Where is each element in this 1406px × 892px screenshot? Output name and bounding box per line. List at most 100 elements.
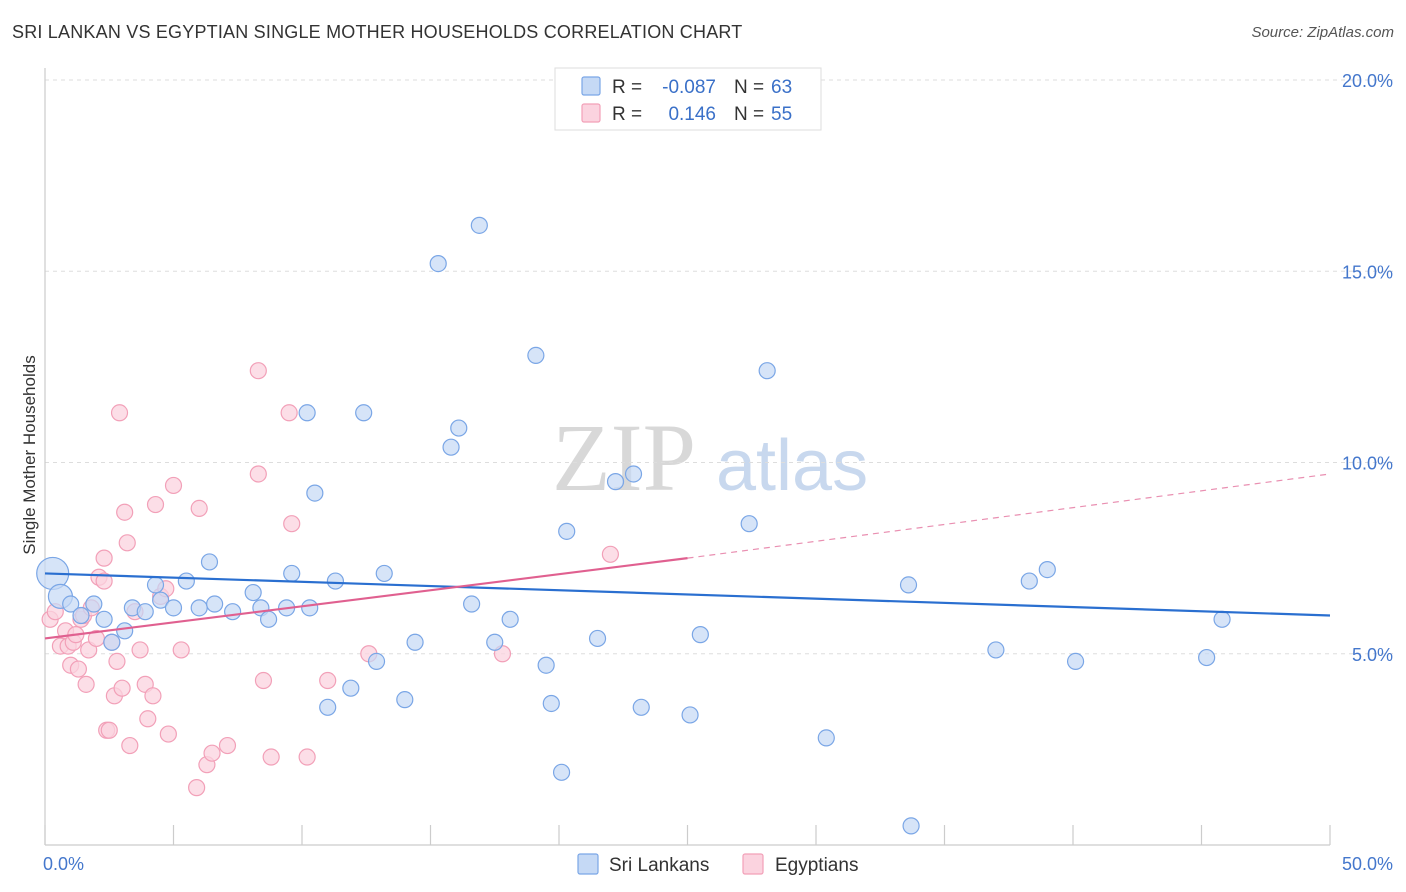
watermark-zip: ZIP [552, 404, 696, 511]
egyptians-point [249, 362, 267, 380]
sri-lankans-point [301, 599, 319, 617]
egyptians-point [283, 515, 301, 533]
egyptians-point [319, 671, 337, 690]
legend-top-r-label-1: R = [612, 77, 642, 98]
sri-lankans-point [406, 633, 424, 651]
sri-lankans-point [206, 595, 224, 613]
legend-top-n-label-1: N = [734, 77, 764, 98]
sri-lankans-point [442, 438, 460, 456]
sri-lankans-point [85, 595, 103, 613]
egyptians-point [218, 736, 237, 755]
sri-lankans-point [190, 599, 208, 617]
egyptians-point [188, 779, 206, 797]
sri-lankans-point [62, 595, 80, 613]
sri-lankans-point [501, 610, 519, 628]
sri-lankans-point [1213, 610, 1231, 628]
sri-lankans-point [342, 679, 360, 697]
egyptians-point [110, 404, 129, 422]
egyptians-point [159, 725, 177, 743]
sri-lankans-point [624, 465, 643, 483]
x-tick-labels: 0.0% 50.0% [43, 854, 1393, 874]
sri-lankans-point [552, 763, 571, 781]
sri-lankans-point [558, 522, 576, 540]
egyptians-point [190, 499, 208, 517]
y-tick-label: 5.0% [1352, 645, 1393, 665]
sri-lankans-point [306, 484, 324, 502]
egyptians-trend-extension [687, 473, 1331, 559]
egyptians-point [113, 679, 131, 697]
sri-lankans-point [486, 633, 504, 651]
egyptians-point [121, 736, 139, 755]
legend-top-swatch-sri-lankans [581, 76, 601, 96]
egyptians-point [262, 748, 280, 766]
egyptians-point [249, 465, 267, 483]
sri-lankans-point [470, 216, 488, 234]
egyptians-point [77, 675, 95, 693]
sri-lankans-point [283, 564, 301, 583]
sri-lankans-point [152, 591, 170, 609]
sri-lankans-point [367, 652, 386, 671]
sri-lankans-point [396, 691, 414, 709]
sri-lankans-point [691, 626, 709, 644]
sri-lankans-point [1198, 648, 1216, 667]
x-tick-label-min: 0.0% [43, 854, 84, 874]
egyptians-point [280, 404, 298, 422]
legend-top-n-label-2: N = [734, 104, 764, 125]
egyptians-point [144, 687, 162, 705]
source-credit: Source: ZipAtlas.com [1251, 24, 1394, 41]
sri-lankans-point [740, 515, 758, 533]
sri-lankans-point [224, 603, 242, 621]
egyptians-point [164, 476, 183, 495]
sri-lankans-point [899, 576, 918, 594]
grid-lines [45, 79, 1395, 655]
legend-top-swatch-egyptians [581, 103, 601, 123]
sri-lankans-point [355, 404, 373, 422]
egyptians-point [108, 652, 126, 671]
legend-bottom-swatch-sri-lankans [577, 853, 599, 875]
y-tick-labels: 5.0% 10.0% 15.0% 20.0% [1342, 71, 1393, 665]
sri-lankans-point [817, 729, 835, 747]
sri-lankans-point [200, 553, 219, 571]
chart-title: SRI LANKAN VS EGYPTIAN SINGLE MOTHER HOU… [12, 22, 743, 42]
sri-lankans-point [259, 610, 278, 628]
x-tick-label-max: 50.0% [1342, 854, 1393, 874]
egyptians-point [601, 545, 620, 563]
legend-bottom-swatch-egyptians [742, 853, 764, 875]
sri-lankans-point [681, 706, 699, 724]
sri-lankans-point [450, 419, 468, 437]
sri-lankans-point [103, 633, 121, 651]
sri-lankans-point [319, 698, 337, 716]
trend-lines [44, 473, 1331, 640]
sri-lankans-point [527, 346, 545, 364]
egyptians-point [131, 641, 149, 659]
egyptians-point [69, 660, 88, 678]
sri-lankans-point [463, 595, 481, 613]
sri-lankans-point [326, 572, 345, 590]
sri-lankans-point [537, 656, 555, 674]
watermark-atlas: atlas [716, 426, 868, 506]
sri-lankans-point [758, 362, 776, 380]
egyptians-point [254, 671, 273, 690]
legend-top-n-value-1: 63 [771, 77, 792, 98]
sri-lankans-point [632, 698, 650, 716]
sri-lankans-point [1038, 560, 1056, 579]
sri-lankans-point [1020, 572, 1038, 590]
sri-lankans-point [588, 629, 607, 648]
sri-lankans-point [116, 622, 134, 640]
egyptians-point [95, 572, 113, 590]
y-tick-label: 20.0% [1342, 71, 1393, 91]
legend-top-r-value-1: -0.087 [662, 77, 716, 98]
sri-lankans-point [542, 694, 560, 713]
legend-bottom: Sri Lankans Egyptians [577, 853, 858, 876]
sri-lankans-point [72, 606, 90, 625]
egyptians-point [298, 748, 316, 766]
legend-top-r-label-2: R = [612, 104, 642, 125]
egyptians-point [116, 503, 134, 521]
sri-lankans-point [146, 576, 165, 594]
legend-top: R = -0.087 N = 63 R = 0.146 N = 55 [554, 67, 822, 131]
sri-lankans-point [164, 599, 183, 617]
y-tick-label: 10.0% [1342, 454, 1393, 474]
legend-top-n-value-2: 55 [771, 104, 792, 125]
sri-lankans-point [95, 610, 113, 628]
sri-lankans-point [902, 817, 920, 835]
